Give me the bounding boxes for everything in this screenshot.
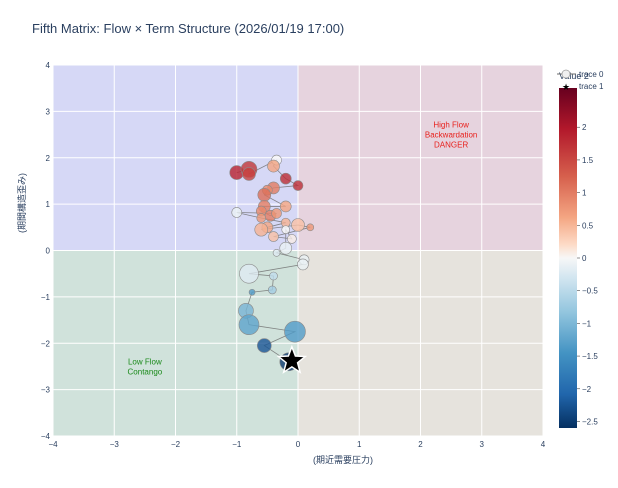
annotation-text: Contango — [128, 367, 163, 376]
colorbar-tick-label: −0.5 — [582, 287, 598, 296]
x-tick-label: 2 — [418, 440, 423, 449]
x-tick-label: 0 — [296, 440, 301, 449]
colorbar-title: Value 2 — [559, 71, 589, 81]
grid-lines — [52, 64, 544, 437]
x-tick-label: 4 — [541, 440, 546, 449]
y-tick-label: −1 — [41, 293, 51, 302]
data-point[interactable] — [279, 172, 292, 185]
y-tick-label: 1 — [46, 200, 51, 209]
x-tick-label: 3 — [480, 440, 485, 449]
trace-1-markers[interactable] — [276, 344, 308, 374]
data-point[interactable] — [254, 222, 269, 237]
colorbar-tick-label: 1.5 — [582, 156, 594, 165]
data-point[interactable] — [257, 338, 272, 353]
annotation-text: Backwardation — [425, 131, 477, 140]
data-point[interactable] — [291, 218, 305, 232]
legend-item-trace-1[interactable]: ★ trace 1 — [562, 82, 604, 92]
data-point[interactable] — [256, 213, 267, 223]
x-tick-label: −1 — [232, 440, 242, 449]
data-point[interactable] — [269, 271, 278, 281]
y-tick-label: 3 — [46, 107, 51, 116]
colorbar-tick-label: 1 — [582, 189, 587, 198]
y-tick-label: −3 — [41, 386, 51, 395]
legend-circle-icon — [561, 69, 571, 79]
colorbar-tick-label: −1.5 — [582, 352, 598, 361]
colorbar-tick-label: 2 — [582, 123, 587, 132]
annotation-text: DANGER — [434, 141, 468, 150]
y-axis-title: (期間構造歪み) — [16, 173, 27, 233]
y-tick-label: −2 — [41, 339, 51, 348]
data-point[interactable] — [268, 231, 279, 242]
data-point[interactable] — [267, 285, 277, 295]
data-point[interactable] — [248, 288, 256, 296]
data-point[interactable] — [287, 234, 297, 244]
data-point[interactable] — [279, 200, 292, 213]
x-tick-label: −3 — [110, 440, 120, 449]
y-tick-label: 4 — [46, 61, 51, 70]
x-tick-label: −2 — [171, 440, 181, 449]
colorbar-tick-label: −1 — [582, 319, 592, 328]
legend-label-trace-0: trace 0 — [579, 70, 604, 79]
colorbar-tick-label: 0 — [582, 254, 587, 263]
data-point[interactable] — [239, 263, 259, 284]
data-point[interactable] — [284, 320, 306, 343]
star-marker[interactable] — [276, 344, 308, 374]
x-tick-label: 1 — [357, 440, 362, 449]
data-point[interactable] — [279, 241, 293, 255]
annotation-text: Low Flow — [128, 357, 162, 366]
data-point[interactable] — [292, 180, 304, 191]
data-point[interactable] — [281, 225, 291, 234]
legend-item-trace-0[interactable]: trace 0 — [557, 69, 604, 79]
y-axis-ticks: −4 −3 −2 −1 0 1 2 3 4 — [41, 61, 51, 441]
data-point[interactable] — [306, 223, 315, 232]
trace-0-markers[interactable] — [229, 154, 315, 372]
x-tick-label: −4 — [48, 440, 58, 449]
data-point[interactable] — [297, 258, 309, 271]
data-point[interactable] — [271, 208, 282, 219]
legend-star-icon: ★ — [562, 82, 570, 92]
data-point[interactable] — [242, 167, 256, 181]
colorbar-tick-label: 0.5 — [582, 221, 594, 230]
y-tick-label: −4 — [41, 432, 51, 441]
data-point[interactable] — [238, 314, 260, 336]
y-tick-label: 2 — [46, 154, 51, 163]
annotation-text: High Flow — [433, 121, 469, 130]
data-point[interactable] — [231, 207, 243, 218]
x-axis-ticks: −4 −3 −2 −1 0 1 2 3 4 — [48, 440, 545, 449]
legend-label-trace-1: trace 1 — [579, 82, 604, 91]
colorbar: 2 1.5 1 0.5 0 −0.5 −1 −1.5 −2 −2.5 Value 2 — [559, 71, 598, 428]
data-point[interactable] — [272, 249, 281, 257]
colorbar-ticks: 2 1.5 1 0.5 0 −0.5 −1 −1.5 −2 −2.5 — [577, 123, 598, 426]
data-point[interactable] — [257, 188, 272, 202]
colorbar-tick-label: −2.5 — [582, 417, 598, 426]
legend[interactable]: trace 0 ★ trace 1 — [557, 69, 604, 92]
colorbar-gradient — [559, 88, 577, 428]
chart-title: Fifth Matrix: Flow × Term Structure (202… — [32, 21, 344, 36]
x-axis-title: (期近需要圧力) — [313, 454, 373, 465]
data-point[interactable] — [267, 159, 280, 173]
colorbar-tick-label: −2 — [582, 385, 592, 394]
y-tick-label: 0 — [46, 247, 51, 256]
